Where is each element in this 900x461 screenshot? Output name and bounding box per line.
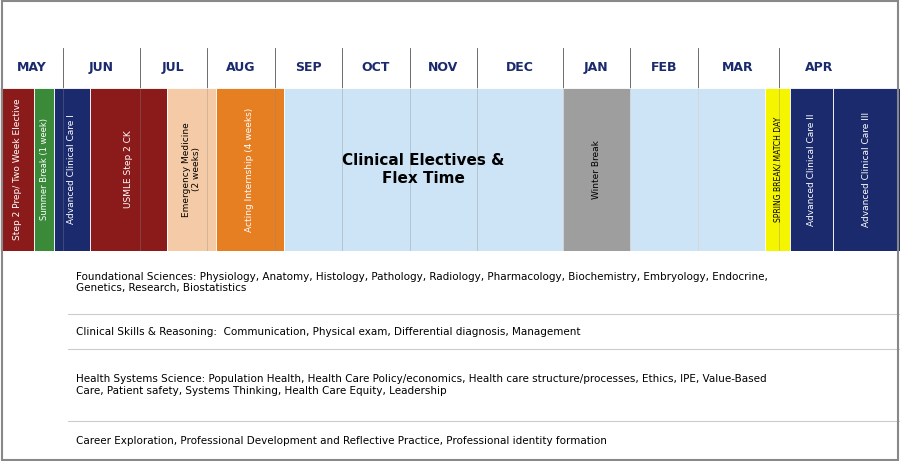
Bar [833, 88, 900, 251]
Text: Winter Break: Winter Break [592, 140, 601, 199]
Text: Advanced Clinical Care I: Advanced Clinical Care I [68, 114, 76, 225]
Text: Longitudinal
Threads: Longitudinal Threads [0, 345, 73, 367]
Text: Summer Break (1 week): Summer Break (1 week) [40, 118, 49, 220]
Bar [284, 88, 562, 251]
Text: Emergency Medicine
(2 weeks): Emergency Medicine (2 weeks) [182, 122, 201, 217]
Bar [216, 88, 284, 251]
Bar [790, 88, 833, 251]
Text: Clinical Skills & Reasoning:  Communication, Physical exam, Differential diagnos: Clinical Skills & Reasoning: Communicati… [76, 326, 580, 337]
Text: Clinical Electives &
Flex Time: Clinical Electives & Flex Time [342, 153, 504, 186]
Bar [698, 88, 765, 251]
Bar [90, 88, 166, 251]
Text: JAN: JAN [584, 61, 608, 75]
Text: MAY: MAY [16, 61, 47, 75]
Text: Advanced Clinical Care II: Advanced Clinical Care II [807, 113, 816, 226]
Text: NOV: NOV [428, 61, 458, 75]
Bar [0, 88, 34, 251]
Text: AUG: AUG [226, 61, 256, 75]
Text: APR: APR [805, 61, 833, 75]
Bar [562, 88, 630, 251]
Text: M4 Year: Advanced Clinical Experience Phase: M4 Year: Advanced Clinical Experience Ph… [221, 15, 679, 33]
Text: Acting Internship (4 weeks): Acting Internship (4 weeks) [245, 107, 254, 231]
Text: Step 2 Prep/ Two Week Elective: Step 2 Prep/ Two Week Elective [13, 99, 22, 240]
Bar [34, 88, 54, 251]
Bar [765, 88, 790, 251]
Text: MAR: MAR [722, 61, 754, 75]
Text: OCT: OCT [362, 61, 390, 75]
Text: Advanced Clinical Care III: Advanced Clinical Care III [862, 112, 871, 227]
Bar [630, 88, 698, 251]
Text: Foundational Sciences: Physiology, Anatomy, Histology, Pathology, Radiology, Pha: Foundational Sciences: Physiology, Anato… [76, 272, 768, 293]
Text: Health Systems Science: Population Health, Health Care Policy/economics, Health : Health Systems Science: Population Healt… [76, 374, 767, 396]
Text: Career Exploration, Professional Development and Reflective Practice, Profession: Career Exploration, Professional Develop… [76, 436, 607, 446]
Text: SEP: SEP [295, 61, 321, 75]
Bar [54, 88, 90, 251]
Text: SPRING BREAK/ MATCH DAY: SPRING BREAK/ MATCH DAY [773, 117, 782, 222]
Bar [166, 88, 216, 251]
Text: JUL: JUL [162, 61, 184, 75]
Text: DEC: DEC [506, 61, 534, 75]
Text: FEB: FEB [651, 61, 677, 75]
Text: JUN: JUN [89, 61, 113, 75]
Text: USMLE Step 2 CK: USMLE Step 2 CK [124, 130, 133, 208]
